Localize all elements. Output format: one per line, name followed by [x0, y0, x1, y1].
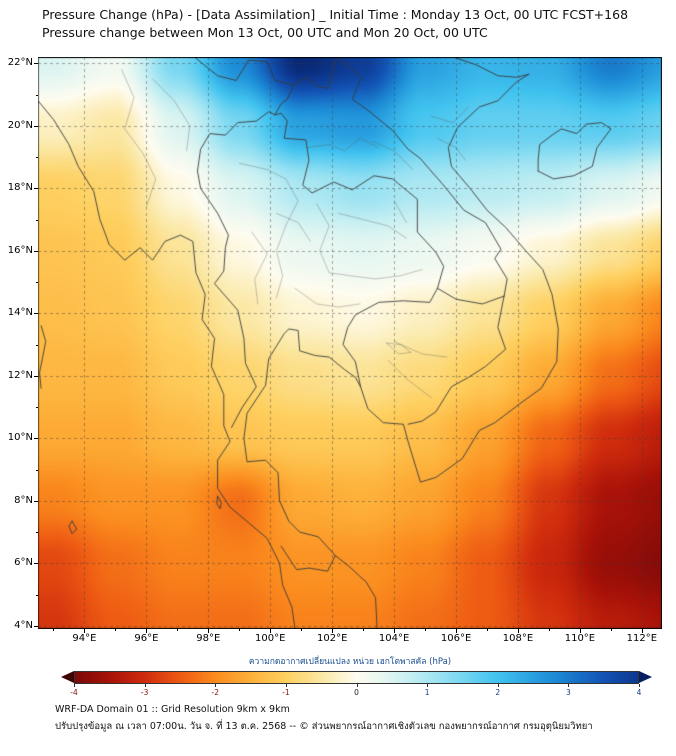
- x-axis-minor-tick: [53, 629, 55, 631]
- y-axis-tick: [34, 188, 38, 190]
- y-axis-tick: [34, 313, 38, 315]
- y-axis-label: 22°N: [7, 57, 33, 69]
- colorbar-right-arrow: [639, 671, 652, 683]
- y-axis-minor-tick: [36, 407, 38, 409]
- colorbar-tick-label: 0: [354, 688, 359, 697]
- y-axis-label: 18°N: [7, 182, 33, 194]
- x-axis-label: 110°E: [564, 633, 596, 644]
- y-axis-label: 10°N: [7, 432, 33, 444]
- x-axis-tick: [518, 629, 519, 633]
- y-axis-label: 14°N: [7, 307, 33, 319]
- x-axis-label: 102°E: [316, 633, 348, 644]
- colorbar-tick-label: -2: [211, 688, 219, 697]
- x-axis-label: 108°E: [502, 633, 534, 644]
- x-axis-minor-tick: [301, 629, 303, 631]
- y-axis-label: 6°N: [14, 557, 33, 569]
- colorbar-left-arrow: [61, 671, 74, 683]
- colorbar-tick-label: -1: [282, 688, 290, 697]
- y-axis-minor-tick: [36, 157, 38, 159]
- colorbar-tick: [568, 684, 570, 687]
- colorbar-tick-label: -3: [140, 688, 149, 697]
- x-axis-label: 112°E: [626, 633, 658, 644]
- y-axis-tick: [34, 250, 38, 252]
- y-axis-minor-tick: [36, 94, 38, 96]
- x-axis-minor-tick: [548, 629, 550, 631]
- x-axis-label: 100°E: [255, 633, 286, 644]
- colorbar-tick: [144, 684, 146, 687]
- y-axis-label: 12°N: [7, 369, 33, 381]
- y-axis-minor-tick: [36, 594, 38, 596]
- y-axis-tick: [34, 375, 38, 377]
- page-subtitle: Pressure change between Mon 13 Oct, 00 U…: [42, 25, 488, 40]
- y-axis-label: 20°N: [7, 119, 33, 131]
- y-axis-tick: [34, 125, 38, 127]
- y-axis-minor-tick: [36, 344, 38, 346]
- colorbar-tick-label: 1: [424, 688, 430, 697]
- colorbar-tick: [74, 684, 75, 687]
- y-axis-tick: [34, 438, 38, 440]
- footer-domain-info: WRF-DA Domain 01 :: Grid Resolution 9km …: [55, 704, 290, 715]
- x-axis-tick: [270, 629, 272, 633]
- x-axis-tick: [146, 629, 148, 633]
- y-axis-minor-tick: [36, 469, 38, 471]
- page-title: Pressure Change (hPa) - [Data Assimilati…: [42, 7, 629, 22]
- y-axis-tick: [34, 625, 38, 627]
- y-axis-minor-tick: [36, 219, 38, 221]
- x-axis-tick: [579, 629, 581, 633]
- colorbar-tick: [639, 684, 640, 687]
- colorbar-tick-label: 2: [495, 688, 501, 697]
- colorbar-tick: [285, 684, 287, 687]
- colorbar-gradient: [74, 671, 639, 684]
- x-axis-minor-tick: [425, 629, 427, 631]
- x-axis-label: 98°E: [196, 633, 221, 644]
- colorbar: -4 -3 -2 -1 0 1 2 3 4: [61, 671, 652, 703]
- pressure-change-map: [38, 57, 662, 629]
- y-axis-label: 4°N: [14, 619, 33, 631]
- footer-update-info: ปรับปรุงข้อมูล ณ เวลา 07:00น. วัน จ. ที่…: [55, 721, 593, 732]
- colorbar-tick-label: -4: [70, 688, 78, 697]
- x-axis-tick: [641, 629, 643, 633]
- y-axis-minor-tick: [36, 532, 38, 534]
- x-axis-minor-tick: [610, 629, 612, 631]
- colorbar-tick-label: 4: [636, 688, 642, 697]
- x-axis-minor-tick: [239, 629, 241, 631]
- x-axis-label: 96°E: [134, 633, 159, 644]
- colorbar-tick-label: 3: [565, 688, 571, 697]
- y-axis-label: 16°N: [7, 244, 33, 256]
- y-axis-minor-tick: [36, 282, 38, 284]
- colorbar-tick: [427, 684, 429, 687]
- x-axis-tick: [84, 629, 86, 633]
- colorbar-tick: [497, 684, 499, 687]
- y-axis-tick: [34, 500, 38, 502]
- x-axis-minor-tick: [487, 629, 489, 631]
- x-axis-minor-tick: [177, 629, 179, 631]
- colorbar-tick: [356, 684, 358, 687]
- colorbar-title: ความกดอากาศเปลี่ยนแปลง หน่วย เฮกโตพาสคัล…: [248, 657, 452, 667]
- y-axis-tick: [34, 63, 38, 65]
- x-axis-minor-tick: [115, 629, 117, 631]
- x-axis-label: 106°E: [440, 633, 472, 644]
- x-axis-label: 94°E: [72, 633, 97, 644]
- x-axis-tick: [394, 629, 396, 633]
- y-axis-tick: [34, 563, 38, 565]
- x-axis-tick: [456, 629, 458, 633]
- x-axis-minor-tick: [363, 629, 365, 631]
- colorbar-tick: [215, 684, 217, 687]
- x-axis-tick: [332, 629, 334, 633]
- y-axis-label: 8°N: [14, 494, 33, 506]
- x-axis-tick: [208, 629, 210, 633]
- x-axis-label: 104°E: [378, 633, 410, 644]
